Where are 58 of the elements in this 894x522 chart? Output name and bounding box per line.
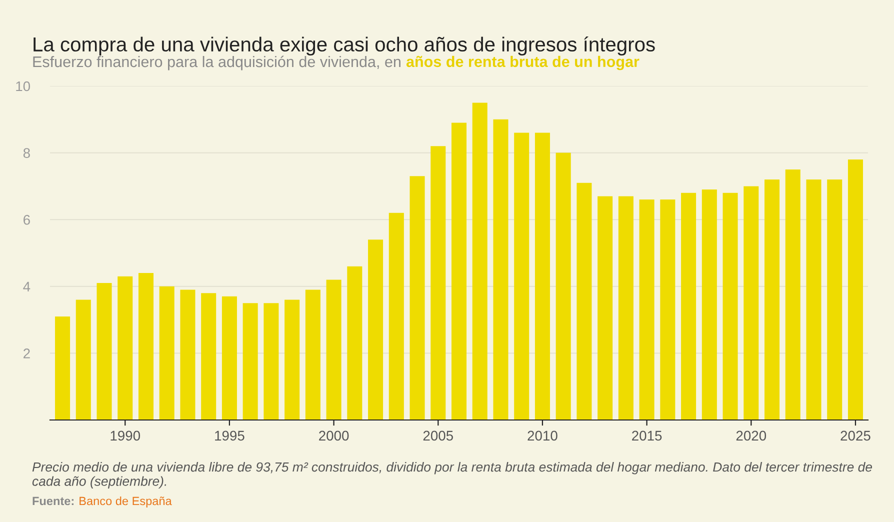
bar [180,290,196,420]
bar [96,283,112,420]
text: Banco de España [80,496,172,508]
bar [764,180,780,420]
x-tick-label: 2000 [319,430,349,441]
x-tick-label: 2010 [528,430,558,441]
bar [493,119,508,420]
bar [618,196,634,420]
bar [848,159,863,420]
bar [284,300,300,420]
bar [598,196,613,420]
bar [681,192,696,420]
bar [639,200,654,420]
bar [827,180,842,420]
bar [201,293,216,420]
bar [118,276,133,420]
bar [55,316,70,420]
x-tick-label: 1990 [110,430,140,441]
bar [556,152,571,420]
bar [472,102,488,420]
bar [159,286,174,420]
chart-subtitle: Esfuerzo financiero para la adquisición de vivienda, en [33,56,400,70]
y-tick-label: 6 [24,214,30,225]
bar [368,240,384,420]
x-tick-label: 2020 [736,430,766,441]
bar [806,180,822,420]
bar [660,200,676,420]
bar [722,192,738,420]
x-tick-label: 2025 [840,430,870,441]
bar [534,132,550,420]
bar [326,280,342,420]
y-tick-label: 2 [24,348,30,358]
y-tick-label: 4 [23,282,30,292]
x-tick-label: 2015 [632,430,662,441]
bar [702,190,717,420]
y-tick-label: 8 [23,148,30,158]
bar [410,176,425,420]
bar [514,132,530,420]
x-tick-label: 2005 [423,430,453,441]
bar [785,170,800,420]
y-tick-label: 10 [16,81,30,92]
bar [347,266,362,420]
bar [744,186,759,420]
bar [305,290,320,420]
bar [430,146,446,420]
text: años de renta bruta de un hogar [406,56,640,70]
chart-title: La compra de una vivienda exige casi ocho años de ingresos íntegros [34,36,655,56]
bar [576,182,592,420]
bar [138,273,154,420]
bar [242,303,258,420]
x-tick-label: 1995 [215,430,244,441]
source-note: Fuente: [32,496,74,506]
bar [388,212,404,420]
text: Precio medio de una vivienda libre de 93,75 m² construidos, dividido por la renta bruta estimada del hogar mediano. Dato del tercer trimestre de cada año (septiembre). [32,462,872,489]
bar [76,300,91,420]
bar [451,122,467,420]
bar [264,303,279,420]
bar [222,296,237,420]
